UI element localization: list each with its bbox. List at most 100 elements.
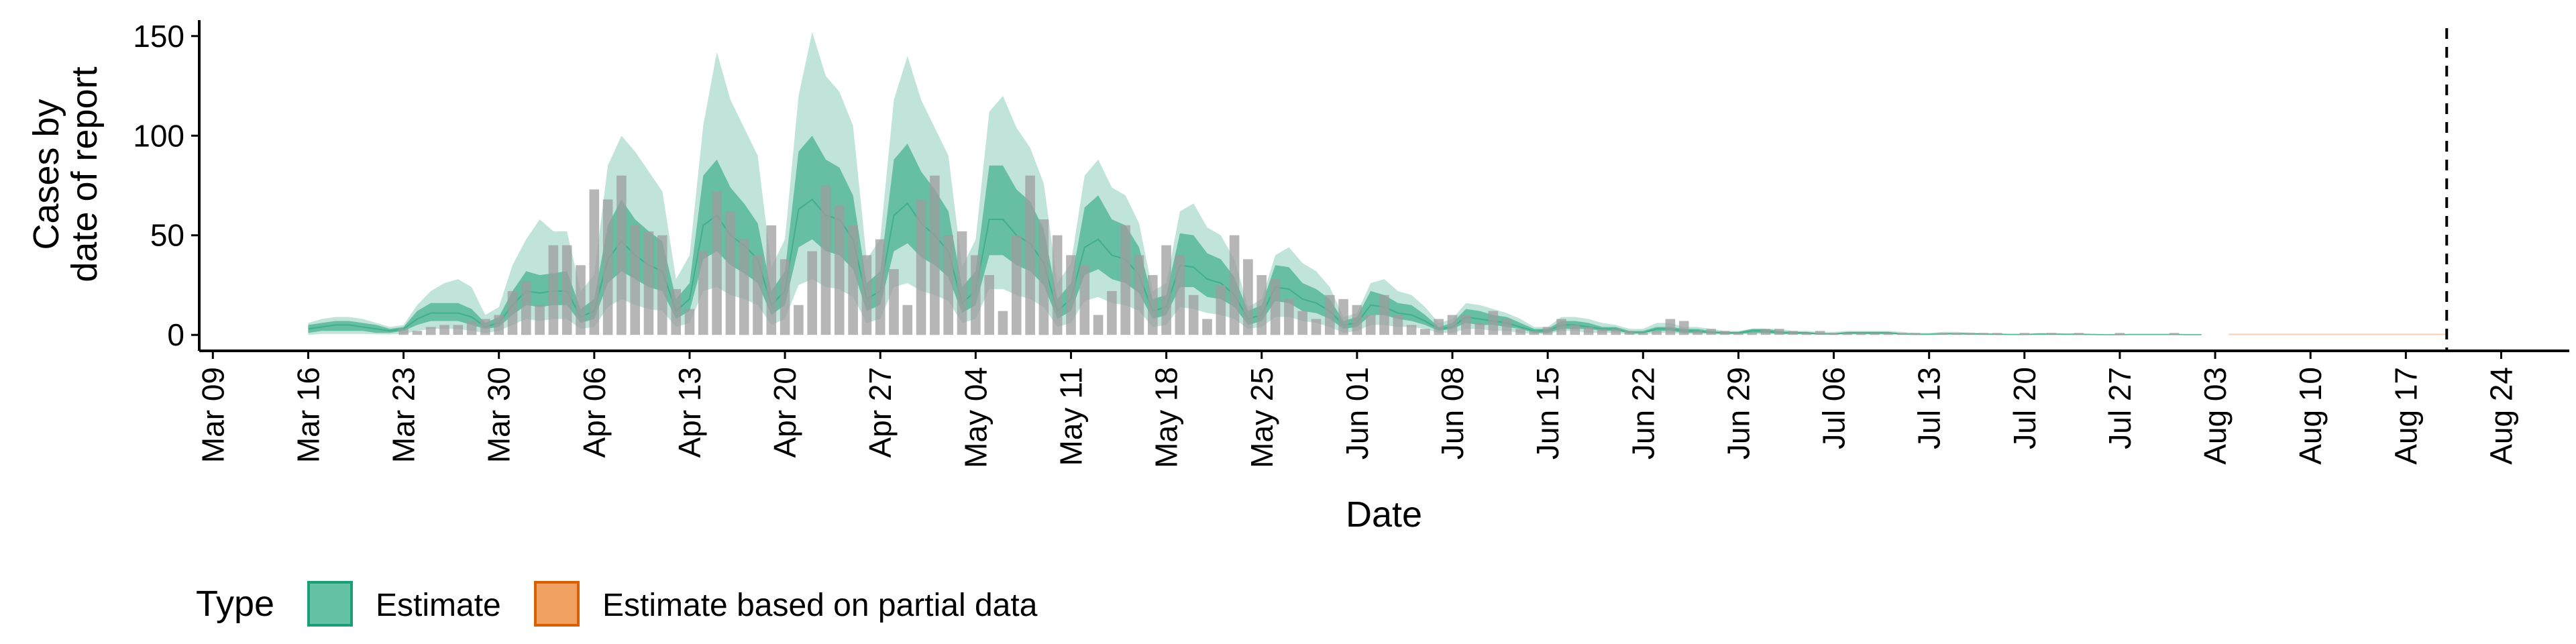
reported-bar [1120, 225, 1130, 335]
reported-bar [1025, 175, 1035, 335]
reported-bar [1706, 329, 1717, 335]
reported-bar [1420, 329, 1430, 335]
x-tick-label: Apr 27 [863, 367, 898, 458]
reported-bar [2114, 333, 2125, 335]
reported-bar [848, 225, 858, 335]
reported-bar [2047, 333, 2057, 335]
reported-bar [1052, 235, 1063, 335]
x-ticks: Mar 09 Mar 16 Mar 23 Mar 30 Apr 06 Apr 13 Apr … [195, 351, 2518, 468]
reported-bar [1284, 299, 1294, 335]
x-tick-label: Jun 08 [1435, 367, 1470, 460]
reported-bar [466, 321, 477, 335]
y-tick-label: 150 [133, 19, 184, 54]
reported-bar [1229, 235, 1240, 335]
y-axis-title-line-2: date of report [64, 66, 105, 282]
reported-bar [548, 245, 559, 335]
reported-bar [1488, 311, 1499, 335]
reported-bar [1665, 319, 1676, 335]
reported-bar [1556, 319, 1566, 335]
reported-bar [698, 251, 708, 335]
reported-bar [1256, 275, 1267, 335]
reported-bar [412, 331, 423, 335]
x-tick-label: Mar 16 [290, 367, 325, 463]
reported-bar [1297, 311, 1307, 335]
reported-bar [753, 255, 763, 335]
reported-bar [1978, 333, 1989, 335]
reported-bar [561, 245, 572, 335]
reported-bar [902, 305, 913, 335]
reported-bar [712, 191, 722, 335]
reported-bar [480, 319, 490, 335]
reported-bar [1611, 329, 1621, 335]
x-tick-label: May 04 [958, 367, 993, 468]
reported-bar [589, 189, 600, 335]
reported-bar [1216, 285, 1226, 335]
reported-bar [875, 239, 885, 335]
x-tick-label: Mar 23 [386, 367, 421, 463]
reported-bar [535, 305, 545, 335]
reported-bar [1965, 333, 1975, 335]
reported-bar [1066, 255, 1076, 335]
reported-bar [1161, 245, 1171, 335]
x-tick-label: Mar 09 [195, 367, 230, 463]
reported-bar [398, 329, 409, 335]
estimate-band-90 [308, 32, 2202, 335]
reported-bar [1501, 319, 1512, 335]
legend-key-estimate [307, 581, 353, 627]
reported-bar [943, 235, 953, 335]
reported-bar [1760, 329, 1771, 335]
reported-bar [766, 225, 777, 335]
reported-bar [971, 255, 981, 335]
reported-bar [1338, 299, 1348, 335]
reported-bar [1311, 319, 1322, 335]
reported-bar [930, 175, 940, 335]
legend-item-estimate: Estimate [307, 581, 501, 627]
reported-bar [1270, 279, 1281, 335]
reported-bar [835, 205, 845, 335]
reported-bar [1638, 333, 1648, 335]
reported-bar [453, 325, 464, 335]
reported-bar [1393, 315, 1403, 335]
reported-bar [1542, 327, 1553, 335]
reported-bar [780, 259, 790, 335]
reported-bar [1719, 331, 1730, 335]
reported-bar [1801, 333, 1812, 335]
reported-bar [521, 281, 531, 335]
legend-label-partial: Estimate based on partial data [602, 588, 1038, 623]
reported-bar [889, 269, 899, 335]
reported-bar [1406, 325, 1417, 335]
reported-bar [1148, 275, 1158, 335]
reported-bars [398, 175, 2180, 335]
x-axis-title: Date [1346, 494, 1422, 535]
reported-bar [1093, 315, 1104, 335]
y-ticks: 0 50 100 150 [133, 19, 199, 352]
reported-bar [1678, 321, 1689, 335]
reported-bar [739, 239, 749, 335]
reported-bar [1583, 327, 1594, 335]
x-tick-label: May 11 [1053, 367, 1088, 466]
reported-bar [794, 305, 804, 335]
reported-bar [602, 199, 613, 335]
reported-bar [1107, 290, 1117, 335]
estimate-bands [308, 32, 2447, 335]
reported-bar [643, 231, 654, 335]
y-tick-label: 100 [133, 118, 184, 153]
reported-bar [657, 235, 667, 335]
reported-bar [630, 225, 640, 335]
reported-bar [1012, 235, 1022, 335]
reported-bar [1570, 325, 1580, 335]
reported-bar [916, 199, 926, 335]
y-tick-label: 0 [167, 317, 184, 352]
reported-bar [1911, 333, 1921, 335]
reported-bar [820, 185, 831, 335]
legend-title: Type [196, 584, 274, 624]
reported-bar [1515, 329, 1525, 335]
reported-bar [984, 275, 994, 335]
reported-bar [1747, 333, 1757, 335]
reported-bar [725, 211, 736, 335]
reported-bar [1379, 294, 1389, 335]
reported-bar [1447, 315, 1458, 335]
x-tick-label: Aug 24 [2483, 367, 2518, 465]
reported-bar [1842, 333, 1853, 335]
